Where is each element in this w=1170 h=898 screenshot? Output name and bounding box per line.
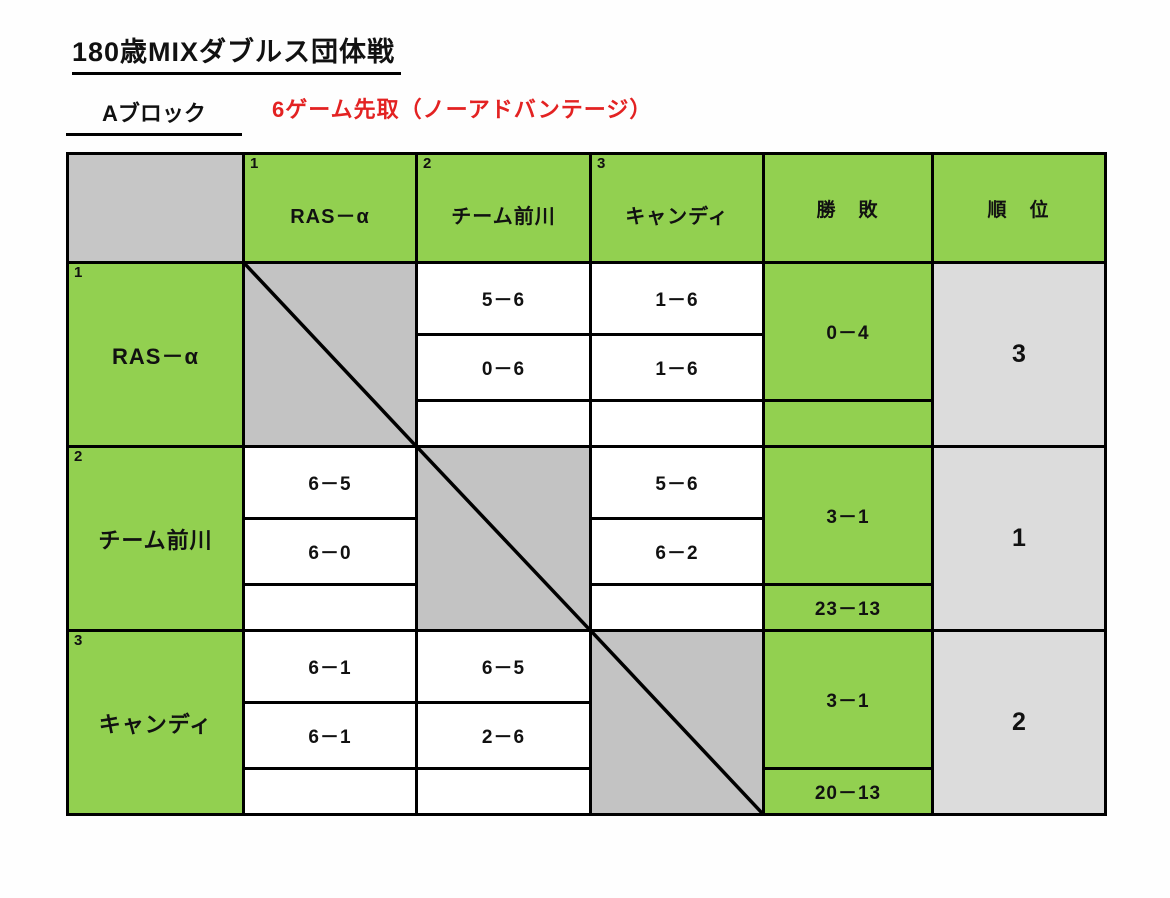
row-header-team-1: 1 RAS－α [69,264,242,445]
score-cell: 1－6 [592,264,762,333]
score-cell: 6－5 [245,448,415,517]
score-cell [418,402,589,445]
score-cell: 0－6 [418,336,589,399]
games-total-value: 23－13 [814,599,882,620]
score-value: 5－6 [655,474,699,495]
games-total-value: 20－13 [814,783,882,804]
score-value: 1－6 [655,359,699,380]
row-header-team-3: 3 キャンディ [69,632,242,813]
score-value: 6－5 [481,658,526,679]
column-header-team-1: 1 RAS－α [245,155,415,261]
score-cell: 6－2 [592,520,762,583]
diagonal-line [245,264,415,445]
score-cell: 5－6 [592,448,762,517]
page-title: 180歳MIXダブルス団体戦 [72,30,402,75]
score-value: 6－1 [308,727,352,748]
score-cell [245,586,415,629]
games-total-cell: 23－13 [765,586,931,629]
score-cell [418,770,589,813]
row-index: 2 [74,448,83,465]
column-index: 1 [250,155,259,172]
win-loss-value: 3－1 [826,691,870,712]
column-header-rank: 順 位 [934,155,1104,261]
row-team-label: キャンディ [98,711,213,737]
column-index: 3 [597,155,606,172]
score-value: 5－6 [481,290,526,311]
score-cell [592,402,762,445]
diagonal-cell [245,264,415,445]
win-loss-header-label: 勝 敗 [816,199,880,221]
rank-value: 2 [1012,708,1026,736]
diagonal-cell [592,632,762,813]
rank-header-label: 順 位 [987,199,1051,221]
games-total-cell [765,402,931,445]
win-loss-value: 3－1 [826,507,870,528]
results-table: 1 RAS－α 2 チーム前川 3 キャンディ 勝 敗 順 位 1 RAS－α … [66,152,1107,816]
score-cell: 6－0 [245,520,415,583]
score-value: 1－6 [655,290,699,311]
score-cell: 6－5 [418,632,589,701]
diagonal-line [418,448,589,629]
score-cell: 2－6 [418,704,589,767]
score-cell: 6－1 [245,632,415,701]
column-header-win-loss: 勝 敗 [765,155,931,261]
score-value: 6－2 [655,543,699,564]
win-loss-cell: 0－4 [765,264,931,399]
column-header-label: チーム前川 [451,205,556,228]
corner-cell [69,155,242,261]
win-loss-cell: 3－1 [765,448,931,583]
rank-cell: 1 [934,448,1104,629]
score-cell [592,586,762,629]
row-index: 1 [74,264,83,281]
diagonal-line [592,632,762,813]
score-value: 2－6 [481,727,526,748]
games-total-cell: 20－13 [765,770,931,813]
diagonal-cell [418,448,589,629]
score-value: 0－6 [481,359,526,380]
column-header-team-2: 2 チーム前川 [418,155,589,261]
row-team-label: チーム前川 [98,527,213,553]
row-header-team-2: 2 チーム前川 [69,448,242,629]
block-label: Aブロック [66,96,242,136]
rank-value: 1 [1012,524,1026,552]
score-cell: 6－1 [245,704,415,767]
column-index: 2 [423,155,432,172]
rule-note: 6ゲーム先取（ノーアドバンテージ） [272,97,653,122]
win-loss-cell: 3－1 [765,632,931,767]
column-header-label: キャンディ [625,205,729,228]
row-team-label: RAS－α [112,343,199,369]
score-cell [245,770,415,813]
score-cell: 5－6 [418,264,589,333]
column-header-label: RAS－α [290,205,370,228]
row-index: 3 [74,632,83,649]
rank-cell: 3 [934,264,1104,445]
win-loss-value: 0－4 [826,323,870,344]
score-value: 6－5 [308,474,352,495]
score-value: 6－1 [308,658,352,679]
score-value: 6－0 [308,543,352,564]
score-cell: 1－6 [592,336,762,399]
column-header-team-3: 3 キャンディ [592,155,762,261]
rank-cell: 2 [934,632,1104,813]
rank-value: 3 [1012,340,1026,368]
